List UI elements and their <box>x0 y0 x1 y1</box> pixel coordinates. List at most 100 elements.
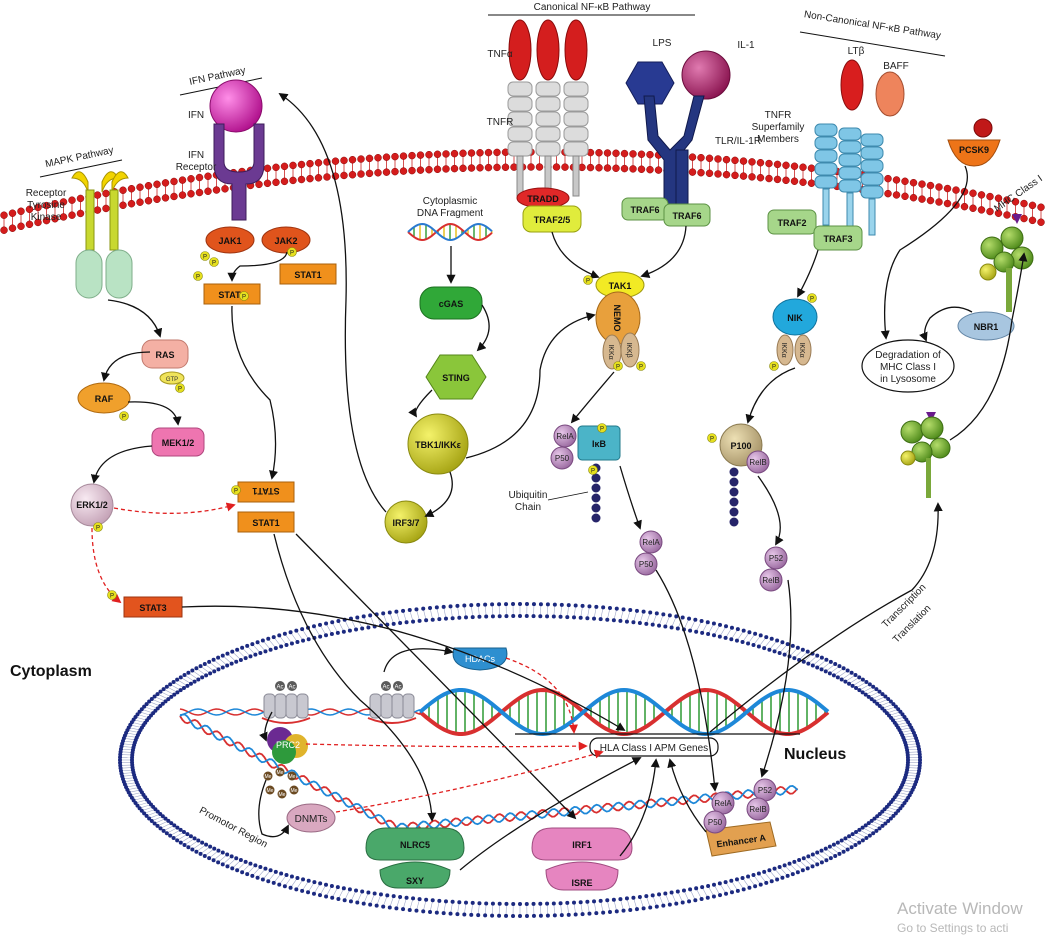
envelope-bead <box>850 832 855 837</box>
envelope-bead <box>694 886 699 891</box>
envelope-bead <box>893 704 898 709</box>
svg-text:STAT3: STAT3 <box>139 603 166 613</box>
envelope-bead <box>284 873 289 878</box>
envelope-bead <box>837 664 842 669</box>
phosphate-badge: P <box>613 361 623 371</box>
cyto-dna-label-1: Cytoplasmic <box>423 196 477 207</box>
envelope-bead <box>723 635 728 640</box>
envelope-bead <box>688 628 693 633</box>
envelope-bead <box>192 679 197 684</box>
envelope-bead <box>787 861 792 866</box>
tnfrs-domain <box>860 159 884 173</box>
ubiquitin-pointer <box>547 491 589 501</box>
envelope-bead <box>497 913 502 918</box>
envelope-bead <box>300 888 305 893</box>
envelope-bead <box>663 891 668 896</box>
envelope-bead <box>853 842 858 847</box>
envelope-bead <box>729 878 734 883</box>
envelope-bead <box>905 755 910 760</box>
envelope-bead <box>175 838 180 843</box>
envelope-bead <box>235 868 240 873</box>
envelope-bead <box>891 702 896 707</box>
svg-text:TRAF6: TRAF6 <box>673 211 702 221</box>
envelope-bead <box>411 619 416 624</box>
envelope-bead <box>594 911 599 916</box>
envelope-bead <box>883 694 888 699</box>
svg-text:IκB: IκB <box>592 439 607 449</box>
envelope-bead <box>874 687 879 692</box>
envelope-bead <box>650 622 655 627</box>
envelope-bead <box>144 813 149 818</box>
envelope-bead <box>871 831 876 836</box>
ubiquitin-bead <box>729 507 739 517</box>
envelope-bead <box>225 864 230 869</box>
histone-core <box>391 693 404 719</box>
envelope-bead <box>777 865 782 870</box>
envelope-bead <box>342 898 347 903</box>
svg-text:P52: P52 <box>758 786 773 795</box>
envelope-bead <box>782 652 787 657</box>
mhc-class-i-nascent <box>900 412 951 498</box>
svg-text:P: P <box>639 365 643 371</box>
svg-text:Non-Canonical NF-κB Pathway: Non-Canonical NF-κB Pathway <box>803 9 941 42</box>
envelope-bead <box>772 649 777 654</box>
envelope-bead <box>888 816 893 821</box>
envelope-bead <box>734 877 739 882</box>
envelope-bead <box>178 840 183 845</box>
histone-core <box>285 693 298 719</box>
envelope-bead <box>263 866 268 871</box>
envelope-bead <box>255 875 260 880</box>
envelope-bead <box>204 673 209 678</box>
envelope-bead <box>258 650 263 655</box>
tnfr-domain <box>535 141 561 157</box>
tnfrs-domain <box>814 175 838 189</box>
envelope-bead <box>476 913 481 918</box>
tnfrs-stalk <box>822 188 830 226</box>
envelope-bead <box>230 866 235 871</box>
envelope-bead <box>792 656 797 661</box>
envelope-bead <box>398 894 403 899</box>
mhc-label: MHC Class I <box>992 173 1044 214</box>
envelope-bead <box>318 622 322 627</box>
envelope-bead <box>234 659 239 664</box>
envelope-bead <box>654 611 659 616</box>
envelope-bead <box>551 614 556 619</box>
envelope-bead <box>300 627 305 632</box>
envelope-bead <box>866 694 871 699</box>
envelope-bead <box>841 666 846 671</box>
svg-text:PRC2: PRC2 <box>276 740 300 750</box>
envelope-bead <box>706 883 711 888</box>
envelope-bead <box>644 621 649 626</box>
svg-text:TRAF6: TRAF6 <box>631 205 660 215</box>
envelope-bead <box>407 907 412 912</box>
svg-text:P: P <box>196 275 200 281</box>
envelope-bead <box>166 697 171 702</box>
envelope-bead <box>279 644 284 649</box>
svg-text:TRAF2/5: TRAF2/5 <box>534 215 571 225</box>
svg-text:P: P <box>710 437 714 443</box>
envelope-bead <box>823 669 828 674</box>
tnfr-stalk <box>516 155 524 197</box>
nucleus-label: Nucleus <box>784 746 846 763</box>
envelope-bead <box>598 898 603 903</box>
envelope-bead <box>360 626 365 631</box>
envelope-bead <box>182 673 187 678</box>
envelope-bead <box>394 609 399 614</box>
phosphate-badge: P <box>239 291 249 301</box>
envelope-bead <box>718 622 722 627</box>
envelope-bead <box>288 885 293 890</box>
envelope-bead <box>863 823 868 828</box>
tradd-node: TRADD <box>516 187 570 209</box>
tnfr-domain <box>535 96 561 112</box>
stat3-node: STAT3 <box>123 596 183 618</box>
envelope-bead <box>504 901 509 906</box>
envelope-bead <box>335 630 340 635</box>
envelope-bead <box>571 900 576 905</box>
envelope-bead <box>477 614 482 619</box>
envelope-bead <box>318 634 323 639</box>
envelope-bead <box>295 640 300 645</box>
svg-text:P50: P50 <box>639 560 654 569</box>
svg-text:RelB: RelB <box>749 458 766 467</box>
envelope-bead <box>819 655 824 660</box>
phosphate-badge: P <box>588 465 598 475</box>
